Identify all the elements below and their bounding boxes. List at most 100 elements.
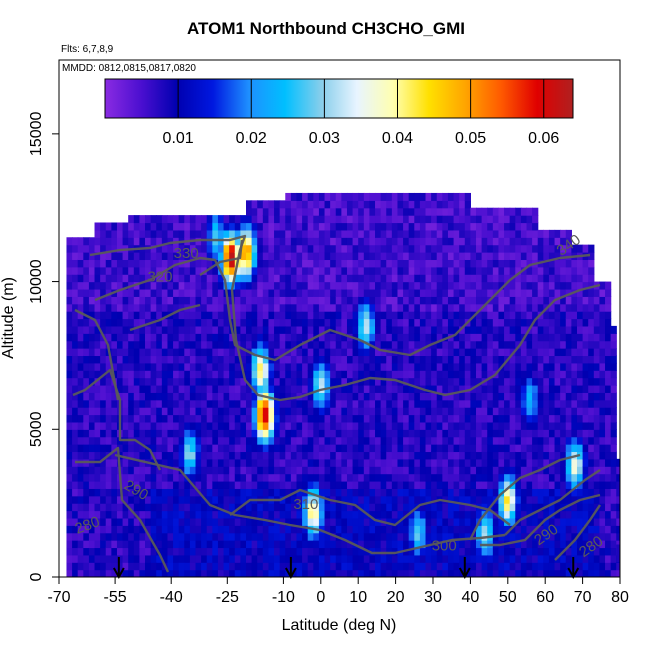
heatmap-cell	[447, 192, 455, 201]
heatmap-cell	[223, 362, 230, 371]
heatmap-cell	[330, 229, 337, 238]
heatmap-cell	[318, 281, 326, 290]
heatmap-cell	[593, 421, 601, 430]
heatmap-cell	[83, 237, 90, 246]
heatmap-cell	[229, 458, 236, 467]
heatmap-cell	[543, 480, 550, 489]
heatmap-cell	[588, 333, 595, 342]
heatmap-cell	[576, 517, 584, 526]
heatmap-cell	[504, 348, 511, 357]
heatmap-cell	[195, 399, 202, 408]
heatmap-cell	[302, 281, 309, 290]
heatmap-cell	[206, 399, 213, 408]
heatmap-cell	[504, 429, 511, 438]
heatmap-cell	[184, 229, 191, 238]
heatmap-cell	[509, 229, 516, 238]
heatmap-cell	[436, 429, 443, 438]
heatmap-cell	[599, 503, 606, 512]
heatmap-cell	[520, 348, 528, 357]
heatmap-cell	[487, 222, 494, 231]
heatmap-cell	[257, 488, 264, 497]
heatmap-cell	[464, 407, 471, 416]
heatmap-cell	[335, 384, 342, 393]
heatmap-cell	[313, 340, 320, 349]
heatmap-cell	[554, 325, 561, 334]
heatmap-cell	[543, 510, 550, 519]
heatmap-cell	[274, 370, 281, 379]
heatmap-cell	[251, 384, 258, 393]
heatmap-cell	[313, 355, 320, 364]
heatmap-cell	[240, 473, 247, 482]
heatmap-cell	[548, 266, 556, 275]
heatmap-cell	[386, 540, 393, 549]
heatmap-cell	[554, 547, 561, 556]
heatmap-cell	[453, 495, 460, 504]
heatmap-cell	[386, 303, 393, 312]
heatmap-cell	[178, 318, 185, 327]
heatmap-cell	[145, 532, 152, 541]
heatmap-cell	[375, 466, 382, 475]
heatmap-cell	[543, 325, 550, 334]
heatmap-cell	[476, 458, 483, 467]
heatmap-cell	[464, 222, 471, 231]
heatmap-cell	[487, 370, 494, 379]
heatmap-cell	[453, 355, 460, 364]
heatmap-cell	[504, 399, 511, 408]
heatmap-cell	[105, 466, 112, 475]
heatmap-cell	[318, 421, 326, 430]
heatmap-cell	[173, 451, 180, 460]
heatmap-cell	[94, 266, 101, 275]
heatmap-cell	[234, 311, 241, 320]
heatmap-cell	[167, 399, 174, 408]
heatmap-cell	[234, 370, 241, 379]
heatmap-cell	[161, 281, 169, 290]
heatmap-cell	[251, 517, 258, 526]
heatmap-cell	[246, 414, 253, 423]
heatmap-cell	[66, 340, 73, 349]
heatmap-cell	[358, 281, 365, 290]
heatmap-cell	[313, 429, 320, 438]
heatmap-cell	[414, 407, 421, 416]
heatmap-cell	[178, 222, 185, 231]
heatmap-cell	[116, 495, 124, 504]
heatmap-cell	[543, 288, 550, 297]
heatmap-cell	[240, 436, 247, 445]
heatmap-cell	[605, 362, 612, 371]
heatmap-cell	[515, 362, 522, 371]
heatmap-cell	[548, 547, 556, 556]
heatmap-cell	[116, 355, 124, 364]
heatmap-cell	[380, 215, 387, 224]
heatmap-cell	[380, 355, 387, 364]
heatmap-cell	[476, 562, 483, 571]
heatmap-cell	[476, 318, 483, 327]
heatmap-cell	[285, 480, 292, 489]
heatmap-cell	[302, 547, 309, 556]
heatmap-cell	[246, 244, 253, 253]
heatmap-cell	[576, 458, 584, 467]
contour-label: 310	[293, 496, 318, 513]
heatmap-cell	[386, 488, 393, 497]
heatmap-cell	[442, 244, 449, 253]
heatmap-cell	[588, 311, 595, 320]
heatmap-cell	[262, 540, 270, 549]
heatmap-cell	[537, 495, 544, 504]
heatmap-cell	[582, 569, 589, 577]
heatmap-cell	[150, 296, 157, 305]
heatmap-cell	[223, 429, 230, 438]
heatmap-cell	[442, 436, 449, 445]
heatmap-cell	[223, 451, 230, 460]
heatmap-cell	[346, 414, 354, 423]
heatmap-cell	[178, 340, 185, 349]
heatmap-cell	[105, 421, 112, 430]
heatmap-cell	[173, 480, 180, 489]
heatmap-cell	[83, 244, 90, 253]
heatmap-cell	[184, 266, 191, 275]
contour-line	[75, 446, 170, 573]
heatmap-cell	[229, 532, 236, 541]
heatmap-cell	[307, 377, 314, 386]
heatmap-cell	[296, 569, 303, 577]
heatmap-cell	[66, 333, 73, 342]
heatmap-cell	[543, 244, 550, 253]
heatmap-cell	[504, 296, 511, 305]
heatmap-cell	[560, 517, 567, 526]
